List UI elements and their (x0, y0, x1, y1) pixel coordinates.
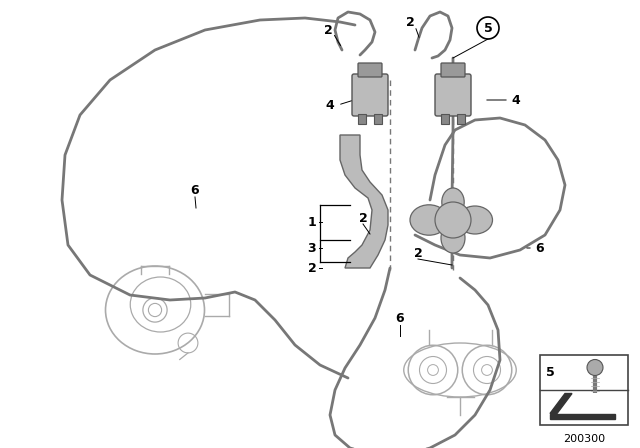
FancyBboxPatch shape (435, 74, 471, 116)
Polygon shape (550, 393, 572, 414)
Text: 2: 2 (324, 23, 332, 36)
Circle shape (435, 202, 471, 238)
Ellipse shape (442, 188, 464, 216)
Ellipse shape (441, 223, 465, 253)
Circle shape (587, 359, 603, 375)
Text: 4: 4 (326, 99, 334, 112)
Text: 5: 5 (546, 366, 554, 379)
Text: 2: 2 (358, 211, 367, 224)
Text: 4: 4 (511, 94, 520, 107)
Text: 2: 2 (413, 246, 422, 259)
Text: 5: 5 (484, 22, 492, 34)
Text: 2: 2 (406, 16, 414, 29)
Ellipse shape (410, 205, 448, 235)
Bar (457, 114, 465, 124)
Polygon shape (550, 414, 615, 418)
Bar (540, 355, 628, 425)
Text: 6: 6 (396, 311, 404, 324)
Text: 6: 6 (191, 184, 199, 197)
Text: 2: 2 (308, 262, 316, 275)
FancyBboxPatch shape (358, 63, 382, 77)
FancyBboxPatch shape (352, 74, 388, 116)
Bar (374, 114, 382, 124)
Text: 200300: 200300 (563, 434, 605, 444)
Bar (441, 114, 449, 124)
Text: 3: 3 (308, 241, 316, 254)
Ellipse shape (458, 206, 493, 234)
Text: 1: 1 (308, 215, 316, 228)
Bar (358, 114, 366, 124)
FancyBboxPatch shape (441, 63, 465, 77)
Polygon shape (340, 135, 388, 268)
Text: 6: 6 (536, 241, 544, 254)
